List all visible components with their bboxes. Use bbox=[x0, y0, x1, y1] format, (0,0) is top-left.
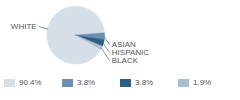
html-text:3.8%: 3.8% bbox=[77, 78, 96, 87]
svg-text:BLACK: BLACK bbox=[112, 56, 139, 65]
html-text:1.9%: 1.9% bbox=[193, 78, 212, 87]
html-text:3.8%: 3.8% bbox=[135, 78, 154, 87]
svg-text:WHITE: WHITE bbox=[11, 22, 37, 31]
svg-text:ASIAN: ASIAN bbox=[111, 40, 136, 50]
html-text:90.4%: 90.4% bbox=[19, 78, 42, 87]
svg-text:HISPANIC: HISPANIC bbox=[111, 48, 149, 58]
